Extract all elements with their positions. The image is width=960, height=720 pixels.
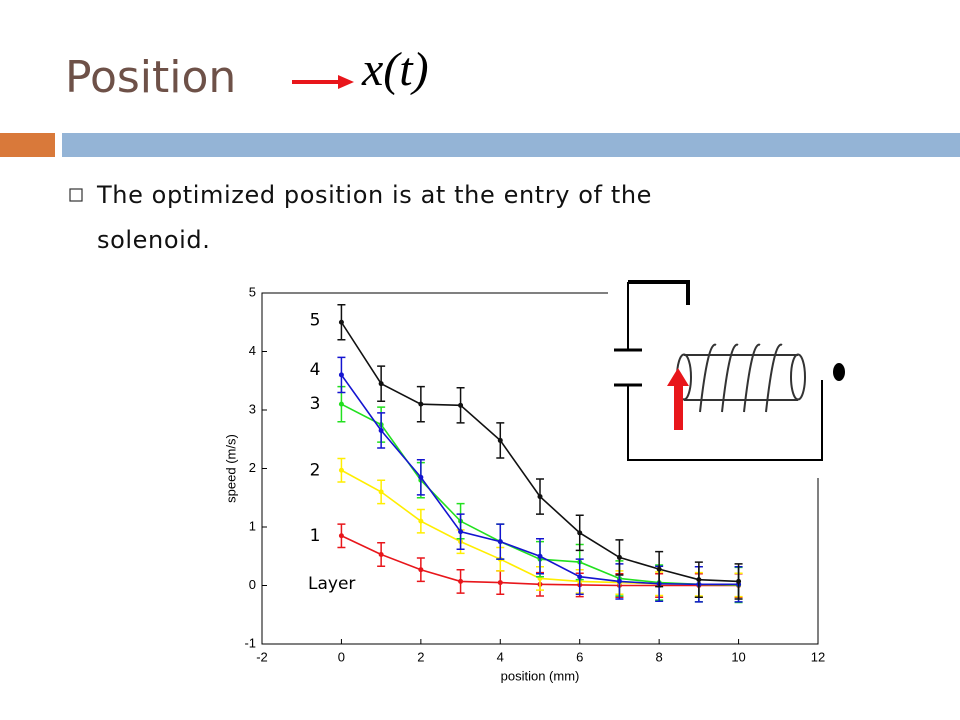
data-point bbox=[696, 577, 702, 583]
y-tick-label: 4 bbox=[249, 343, 256, 358]
x-tick-label: 12 bbox=[811, 649, 825, 664]
title-arrow-head bbox=[338, 75, 354, 89]
data-point bbox=[616, 554, 622, 560]
series-label: 5 bbox=[310, 310, 321, 330]
layer-annotation: Layer bbox=[308, 574, 355, 594]
data-point bbox=[418, 518, 424, 524]
y-tick-label: 1 bbox=[249, 518, 256, 533]
x-tick-label: 10 bbox=[731, 649, 745, 664]
y-tick-label: -1 bbox=[244, 635, 256, 650]
data-point bbox=[537, 553, 543, 559]
x-tick-label: 0 bbox=[338, 649, 345, 664]
slide-title: Position bbox=[65, 52, 236, 103]
data-point bbox=[338, 401, 344, 407]
accent-bar bbox=[0, 133, 55, 157]
series-label: 1 bbox=[310, 526, 321, 546]
position-arrow-head bbox=[667, 368, 689, 386]
bullet-marker bbox=[69, 188, 83, 202]
solenoid-diagram bbox=[608, 262, 850, 478]
data-point bbox=[616, 578, 622, 584]
data-point bbox=[338, 372, 344, 378]
data-point bbox=[577, 574, 583, 580]
x-tick-label: 6 bbox=[576, 649, 583, 664]
y-tick-label: 2 bbox=[249, 460, 256, 475]
bullet-text: The optimized position is at the entry o… bbox=[97, 181, 653, 254]
data-point bbox=[338, 319, 344, 325]
x-tick-label: 4 bbox=[497, 649, 504, 664]
data-point bbox=[656, 566, 662, 572]
y-tick-label: 0 bbox=[249, 577, 256, 592]
data-point bbox=[378, 489, 384, 495]
data-point bbox=[497, 539, 503, 545]
data-point bbox=[458, 402, 464, 408]
series-label: 3 bbox=[310, 394, 321, 414]
y-tick-label: 5 bbox=[249, 284, 256, 299]
data-point bbox=[378, 381, 384, 387]
formula: x(t) bbox=[361, 43, 429, 96]
x-tick-label: 8 bbox=[656, 649, 663, 664]
data-point bbox=[338, 467, 344, 473]
x-axis-label: position (mm) bbox=[501, 668, 580, 683]
series-label: 2 bbox=[310, 460, 321, 480]
data-point bbox=[378, 551, 384, 557]
data-point bbox=[418, 401, 424, 407]
data-point bbox=[418, 567, 424, 573]
data-point bbox=[577, 530, 583, 536]
data-point bbox=[458, 529, 464, 535]
data-point bbox=[418, 474, 424, 480]
header-bar bbox=[62, 133, 960, 157]
ball bbox=[833, 363, 845, 381]
data-point bbox=[378, 427, 384, 433]
y-tick-label: 3 bbox=[249, 401, 256, 416]
position-arrow bbox=[674, 384, 683, 430]
data-point bbox=[338, 533, 344, 539]
y-axis-label: speed (m/s) bbox=[223, 434, 238, 503]
x-tick-label: 2 bbox=[417, 649, 424, 664]
data-point bbox=[458, 578, 464, 584]
data-point bbox=[537, 494, 543, 500]
diagram-background bbox=[608, 262, 850, 478]
coil bbox=[676, 343, 806, 413]
x-tick-label: -2 bbox=[256, 649, 268, 664]
data-point bbox=[497, 437, 503, 443]
series-label: 4 bbox=[310, 360, 321, 380]
data-point bbox=[736, 578, 742, 584]
data-point bbox=[497, 580, 503, 586]
circuit-wires bbox=[614, 280, 823, 461]
